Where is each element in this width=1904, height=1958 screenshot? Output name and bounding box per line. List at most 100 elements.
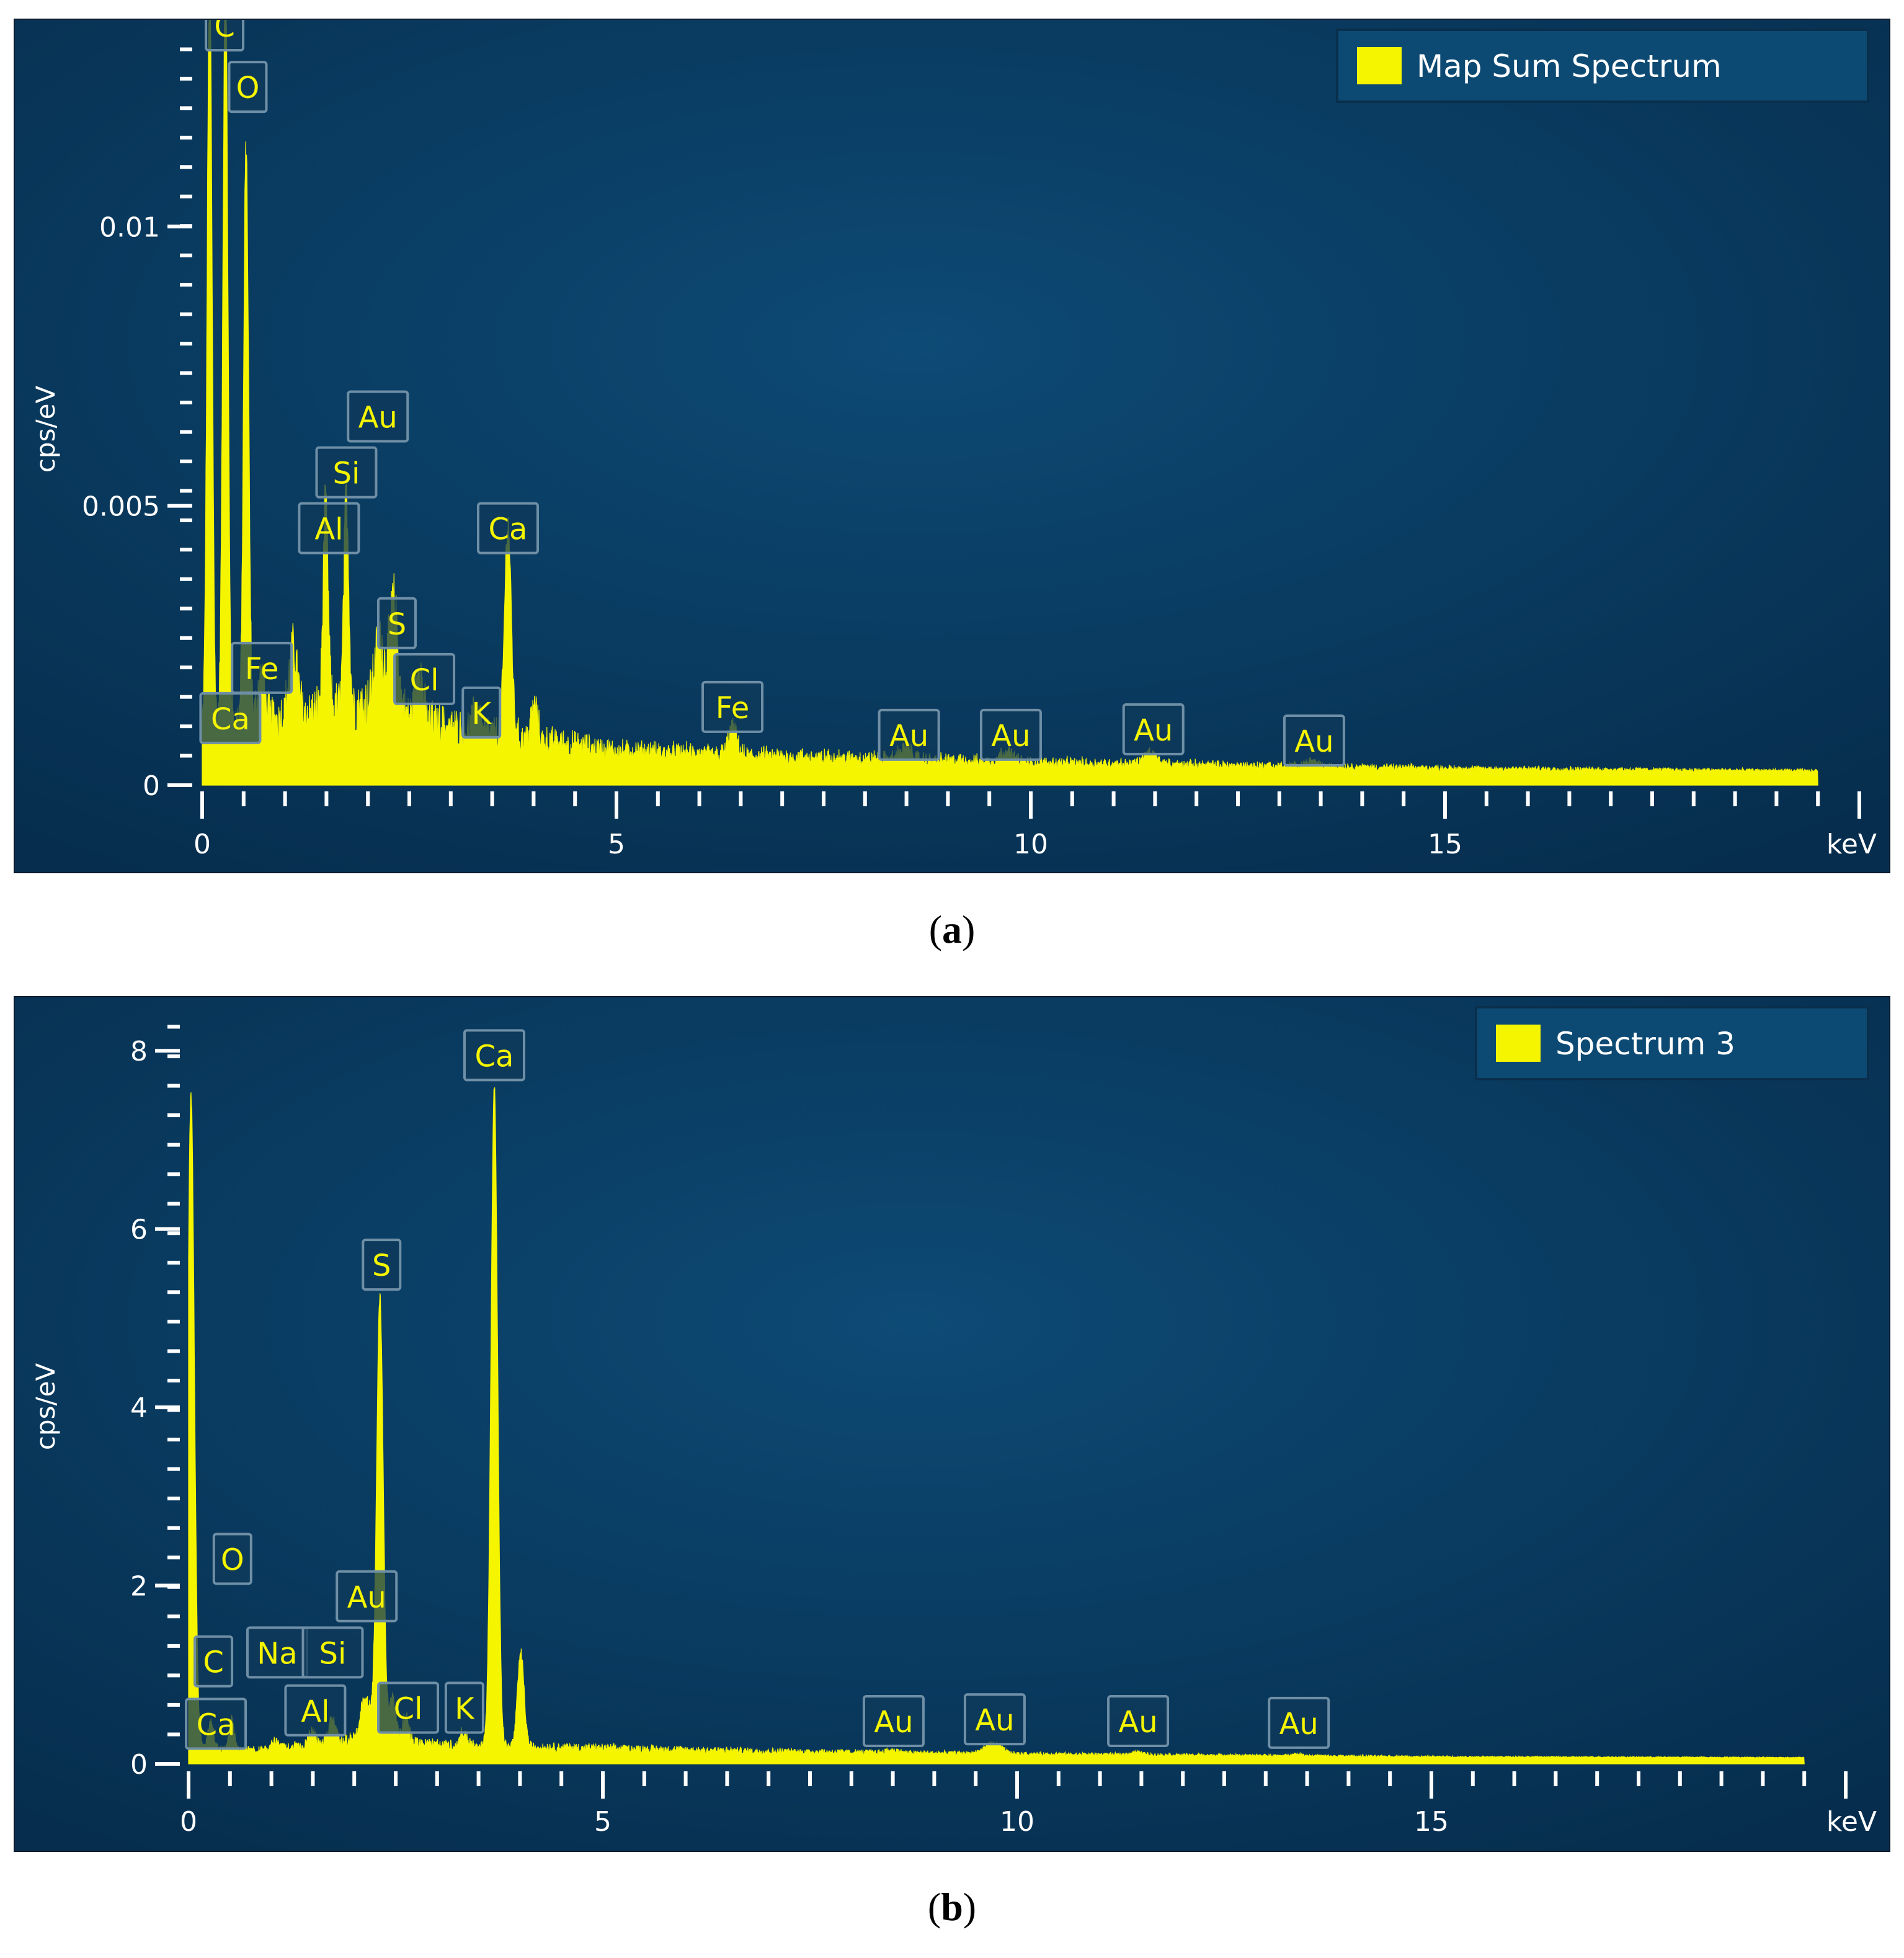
peak-label-text: K bbox=[471, 696, 492, 731]
peak-label-box bbox=[963, 1693, 1026, 1746]
legend: Map Sum Spectrum bbox=[1336, 29, 1869, 103]
peak-label-fe: Fe bbox=[701, 680, 764, 733]
peak-label-box bbox=[376, 597, 417, 649]
peak-label-text: Au bbox=[874, 1705, 913, 1740]
peak-label-au: Au bbox=[963, 1693, 1026, 1746]
peak-label-text: Ca bbox=[475, 1039, 514, 1074]
peak-label-box bbox=[862, 1695, 925, 1748]
peak-label-box bbox=[301, 1626, 364, 1679]
peak-label-box bbox=[1107, 1695, 1170, 1748]
peak-label-box bbox=[194, 1635, 234, 1688]
peak-label-text: O bbox=[236, 71, 260, 105]
peak-label-s: S bbox=[362, 1239, 402, 1291]
peak-label-text: Al bbox=[301, 1694, 329, 1729]
peak-label-text: Na bbox=[257, 1636, 297, 1671]
peak-label-text: Si bbox=[333, 456, 360, 491]
peak-label-ca: Ca bbox=[185, 1698, 247, 1750]
legend: Spectrum 3 bbox=[1475, 1006, 1869, 1080]
peak-label-box bbox=[1268, 1696, 1330, 1749]
peak-label-au: Au bbox=[347, 390, 409, 443]
peak-label-k: K bbox=[444, 1681, 484, 1734]
x-tick-label: 5 bbox=[594, 1806, 612, 1838]
peak-label-box bbox=[298, 502, 360, 554]
peak-label-text: Al bbox=[314, 512, 343, 547]
caption-letter: a bbox=[942, 907, 962, 951]
peak-label-box bbox=[336, 1570, 398, 1622]
peak-label-box bbox=[205, 20, 245, 52]
figure-caption-b: (b) bbox=[0, 1884, 1904, 1930]
peak-label-box bbox=[199, 692, 262, 744]
peak-label-fe: Fe bbox=[231, 641, 293, 694]
peak-label-text: Fe bbox=[716, 691, 750, 726]
peak-label-box bbox=[1283, 714, 1345, 767]
peak-label-k: K bbox=[461, 686, 502, 739]
peak-label-box bbox=[284, 1684, 347, 1737]
y-tick-label: 8 bbox=[130, 1036, 148, 1067]
y-tick-label: 0.005 bbox=[82, 491, 160, 523]
peak-label-box bbox=[228, 61, 268, 113]
peak-label-au: Au bbox=[1122, 703, 1185, 755]
peak-label-text: C bbox=[203, 1645, 224, 1680]
peak-label-al: Al bbox=[284, 1684, 347, 1737]
x-tick-label: 0 bbox=[180, 1806, 197, 1838]
peak-label-au: Au bbox=[878, 708, 940, 761]
peak-label-c: C bbox=[194, 1635, 234, 1688]
peak-label-box bbox=[878, 708, 940, 761]
legend-box bbox=[1336, 29, 1869, 103]
peak-label-box bbox=[212, 1533, 252, 1585]
peak-label-text: Au bbox=[991, 719, 1030, 754]
peak-label-box bbox=[347, 390, 409, 443]
peak-label-text: Ca bbox=[197, 1707, 236, 1742]
y-tick-label: 2 bbox=[130, 1571, 148, 1603]
y-tick-label: 0 bbox=[143, 770, 160, 802]
caption-open-paren: ( bbox=[928, 907, 942, 951]
peak-label-cl: Cl bbox=[393, 652, 456, 705]
peak-label-box bbox=[393, 652, 456, 705]
peak-label-au: Au bbox=[979, 708, 1042, 761]
peak-label-ca: Ca bbox=[476, 502, 539, 554]
y-tick-label: 6 bbox=[130, 1214, 148, 1246]
peak-label-box bbox=[476, 502, 539, 554]
peak-label-box bbox=[463, 1029, 525, 1082]
peak-label-text: Au bbox=[1118, 1705, 1157, 1740]
peak-label-text: Au bbox=[1134, 713, 1173, 748]
peak-label-box bbox=[362, 1239, 402, 1291]
peak-label-au: Au bbox=[1107, 1695, 1170, 1748]
legend-label: Spectrum 3 bbox=[1555, 1026, 1735, 1062]
peak-label-text: Au bbox=[358, 401, 398, 435]
peak-label-box bbox=[701, 680, 764, 733]
peak-label-text: Cl bbox=[394, 1691, 423, 1726]
peak-label-o: O bbox=[212, 1533, 252, 1585]
peak-label-box bbox=[185, 1698, 247, 1750]
peak-label-ca: Ca bbox=[199, 692, 262, 744]
legend-swatch bbox=[1357, 47, 1402, 84]
x-tick-label: 0 bbox=[194, 829, 211, 860]
peak-label-text: Si bbox=[319, 1636, 347, 1671]
y-tick-label: 0.01 bbox=[99, 211, 160, 243]
peak-label-box bbox=[979, 708, 1042, 761]
peak-label-text: Ca bbox=[489, 512, 528, 547]
y-axis-label: cps/eV bbox=[30, 1363, 61, 1451]
peak-label-au: Au bbox=[336, 1570, 398, 1622]
x-axis-unit: keV bbox=[1826, 1806, 1877, 1838]
peak-label-cl: Cl bbox=[377, 1681, 440, 1734]
x-tick-label: 15 bbox=[1428, 829, 1462, 860]
caption-open-paren: ( bbox=[927, 1885, 941, 1929]
peak-label-box bbox=[231, 641, 293, 694]
x-tick-label: 10 bbox=[1013, 829, 1048, 860]
x-tick-label: 5 bbox=[608, 829, 625, 860]
x-tick-label: 10 bbox=[1000, 1806, 1034, 1838]
peak-label-text: Au bbox=[889, 719, 928, 754]
peak-label-au: Au bbox=[1283, 714, 1345, 767]
y-tick-label: 0 bbox=[130, 1749, 148, 1781]
spectrum-chart-b: 0 2 4 6 8 cps/eV 0 5 10 15 keV Ca S O Au C Na Si Al Cl K Ca Au… bbox=[15, 997, 1889, 1851]
peak-label-au: Au bbox=[862, 1695, 925, 1748]
peak-label-text: Fe bbox=[245, 652, 279, 687]
peak-label-text: Au bbox=[1294, 724, 1333, 759]
peak-label-text: C bbox=[214, 20, 235, 44]
peak-label-si: Si bbox=[315, 446, 378, 499]
peak-label-box bbox=[377, 1681, 440, 1734]
peak-label-box bbox=[461, 686, 502, 739]
peak-label-text: Ca bbox=[211, 702, 250, 737]
peak-label-text: K bbox=[455, 1691, 475, 1726]
